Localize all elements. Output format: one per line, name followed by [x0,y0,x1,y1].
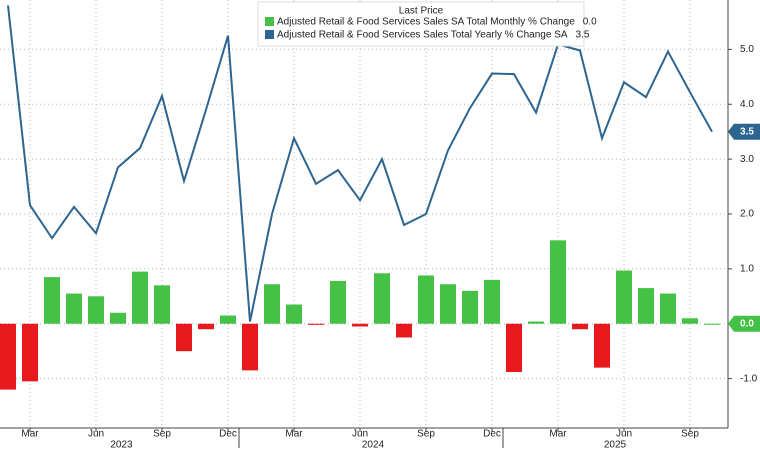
line [7,5,713,322]
legend: Last Price Adjusted Retail & Food Servic… [257,1,597,47]
x-tick-label: Sep [417,429,435,440]
legend-value: 3.5 [576,30,590,41]
legend-value: 0.0 [583,17,597,28]
x-tick-label: Mar [285,429,303,440]
y-tick-label: -1.0 [740,373,758,384]
bar [286,304,302,324]
value-tag-label: 0.0 [740,318,754,329]
x-tick-label: Mar [21,429,39,440]
bar [154,285,170,324]
bar [198,323,214,330]
x-group-label: 2024 [362,440,385,449]
value-tag [728,315,760,332]
bar [484,279,500,324]
bar [528,321,544,324]
bar [44,277,60,324]
plot-area [0,5,720,390]
bar [132,271,148,324]
x-tick-label: Mar [549,429,567,440]
legend-label: Adjusted Retail & Food Services Sales To… [277,30,568,41]
bar [594,323,610,368]
bar [572,323,588,330]
bar [462,290,478,324]
axes: -1.0 0.0 1.0 2.0 3.0 4.0 5.0 Mar Jun Sep Dec Mar Jun… [21,44,760,449]
bar [374,273,390,324]
bar [264,284,280,324]
bar [638,288,654,324]
x-group-label: 2023 [110,440,133,449]
legend-title: Last Price [399,6,444,17]
legend-box [257,1,585,47]
y-tick-label: 1.0 [740,264,754,275]
bar [176,323,192,352]
bar [550,240,566,324]
legend-label: Adjusted Retail & Food Services Sales SA… [277,17,575,28]
bar [352,323,368,327]
bar [682,318,698,324]
y-tick-label: 5.0 [740,44,754,55]
bar [396,323,412,338]
bar [66,293,82,324]
x-group-label: 2025 [604,440,627,449]
x-tick-label: Jun [352,429,368,440]
grid [0,0,728,428]
value-tag-label: 3.5 [740,126,754,137]
x-tick-label: Dec [483,429,501,440]
bar [220,315,236,324]
x-tick-label: Sep [681,429,699,440]
y-tick-label: 3.0 [740,154,754,165]
bar [330,280,346,324]
bar [704,323,720,325]
value-tag [728,123,760,140]
bar [88,296,104,324]
bar [660,293,676,324]
bar [22,323,38,382]
bar [616,270,632,324]
bar [110,312,126,324]
bar [440,284,456,324]
y-tick-label: 2.0 [740,209,754,220]
legend-swatch [265,17,274,26]
x-tick-label: Dec [219,429,237,440]
bar [308,323,324,325]
bar [506,323,522,373]
legend-swatch [265,30,274,39]
bar [418,275,434,324]
y-tick-label: 4.0 [740,99,754,110]
x-tick-label: Sep [153,429,171,440]
x-tick-label: Jun [88,429,104,440]
x-tick-label: Jun [616,429,632,440]
bar [242,323,258,371]
bar [0,323,16,390]
